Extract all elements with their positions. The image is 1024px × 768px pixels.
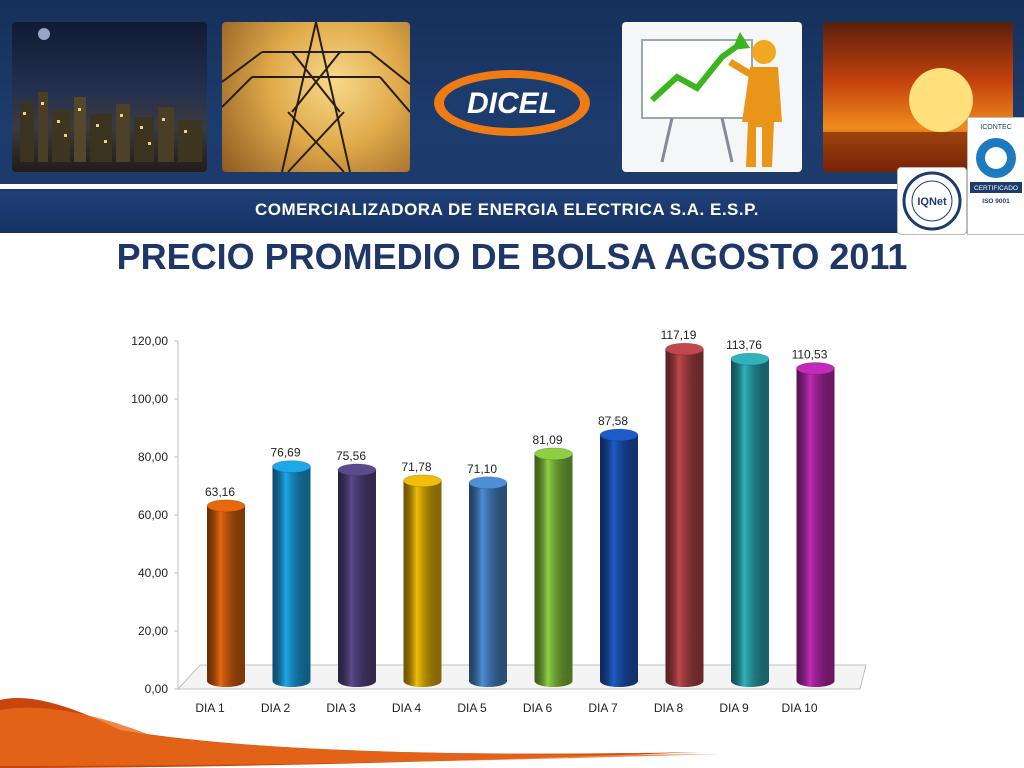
x-tick-label: DIA 5 bbox=[457, 701, 487, 715]
header-banner: DICEL COMERCIALIZADORA DE ENERGIA ELECTR… bbox=[0, 0, 1024, 235]
bar-shading bbox=[272, 466, 311, 681]
bar-top bbox=[337, 463, 377, 477]
bar-chart: 0,00 20,00 40,00 60,00 80,00 100,00 120,00 63,1… bbox=[131, 328, 867, 715]
y-tick-label: 80,00 bbox=[138, 450, 168, 464]
power-tower-photo bbox=[222, 22, 410, 172]
y-tick-label: 120,00 bbox=[131, 334, 168, 348]
slide-title: PRECIO PROMEDIO DE BOLSA AGOSTO 2011 bbox=[116, 236, 908, 277]
bar-base-shading bbox=[665, 675, 704, 687]
bar-top bbox=[206, 499, 246, 513]
bar-base-shading bbox=[207, 675, 245, 687]
bar-shading bbox=[665, 349, 704, 681]
logo-text: DICEL bbox=[467, 87, 557, 120]
icontec-label: CERTIFICADO bbox=[974, 185, 1018, 192]
bar-shading bbox=[338, 469, 376, 681]
x-tick-label: DIA 3 bbox=[326, 701, 356, 715]
icontec-cert-badge: ICONTEC CERTIFICADO ISO 9001 bbox=[967, 117, 1024, 235]
icontec-iso: ISO 9001 bbox=[982, 198, 1010, 205]
x-tick-label: DIA 4 bbox=[392, 701, 422, 715]
y-tick-label: 100,00 bbox=[131, 392, 168, 406]
y-tick-label: 0,00 bbox=[145, 682, 169, 696]
bar-top bbox=[468, 476, 508, 490]
x-tick-label: DIA 9 bbox=[719, 701, 749, 715]
header-divider bbox=[0, 184, 1024, 189]
data-label: 63,16 bbox=[205, 485, 235, 499]
data-label: 71,78 bbox=[401, 460, 431, 474]
y-tick-label: 20,00 bbox=[138, 624, 168, 638]
bar-base-shading bbox=[338, 675, 376, 687]
x-tick-label: DIA 6 bbox=[523, 701, 553, 715]
iqnet-label: IQNet bbox=[917, 196, 947, 208]
bar-shading bbox=[207, 505, 245, 681]
data-label: 75,56 bbox=[336, 449, 366, 463]
data-label: 87,58 bbox=[598, 414, 628, 428]
bar-top bbox=[665, 342, 704, 356]
power-tower-icon bbox=[222, 22, 410, 172]
bar-base-shading bbox=[469, 675, 507, 687]
bar-shading bbox=[403, 480, 442, 681]
x-tick-label: DIA 10 bbox=[781, 701, 817, 715]
bar-base-shading bbox=[403, 675, 442, 687]
data-label: 110,53 bbox=[792, 347, 828, 361]
iqnet-seal-icon: IQNet bbox=[902, 171, 962, 231]
city-night-photo bbox=[12, 22, 207, 172]
data-label: 113,76 bbox=[726, 338, 762, 352]
data-label: 81,09 bbox=[532, 433, 562, 447]
bar-base-shading bbox=[534, 675, 573, 687]
company-bar bbox=[0, 191, 1024, 233]
bar-top bbox=[534, 447, 573, 461]
presenter-icon bbox=[641, 32, 782, 167]
bar-shading bbox=[534, 453, 573, 681]
data-label: 71,10 bbox=[467, 462, 497, 476]
x-tick-label: DIA 8 bbox=[654, 701, 684, 715]
presentation-photo bbox=[622, 22, 802, 172]
y-tick-label: 40,00 bbox=[138, 566, 168, 580]
bar-top bbox=[403, 474, 442, 488]
x-tick-label: DIA 1 bbox=[195, 701, 225, 715]
bar-base-shading bbox=[796, 675, 835, 687]
x-tick-label: DIA 7 bbox=[588, 701, 618, 715]
icontec-top: ICONTEC bbox=[980, 124, 1012, 131]
x-tick-label: DIA 2 bbox=[261, 701, 291, 715]
icontec-seal-icon: ICONTEC CERTIFICADO ISO 9001 bbox=[970, 124, 1022, 205]
city-skyline-icon bbox=[20, 28, 202, 162]
bar-top bbox=[730, 352, 770, 366]
footer-swoosh bbox=[0, 698, 720, 768]
bar-top bbox=[272, 460, 311, 474]
data-label: 76,69 bbox=[270, 446, 300, 460]
y-tick-label: 60,00 bbox=[138, 508, 168, 522]
bar-base-shading bbox=[731, 675, 769, 687]
bar-base-shading bbox=[272, 675, 311, 687]
bar-shading bbox=[796, 368, 835, 681]
bar-shading bbox=[469, 482, 507, 681]
data-label: 117,19 bbox=[661, 328, 697, 342]
bar-top bbox=[599, 428, 639, 442]
bar-shading bbox=[600, 435, 638, 681]
bar-base-shading bbox=[600, 675, 638, 687]
bar-top bbox=[796, 361, 835, 375]
dicel-logo: DICEL bbox=[434, 70, 590, 136]
bar-shading bbox=[731, 359, 769, 681]
company-name: COMERCIALIZADORA DE ENERGIA ELECTRICA S.… bbox=[254, 200, 759, 219]
iqnet-cert-badge: IQNet bbox=[897, 167, 967, 235]
